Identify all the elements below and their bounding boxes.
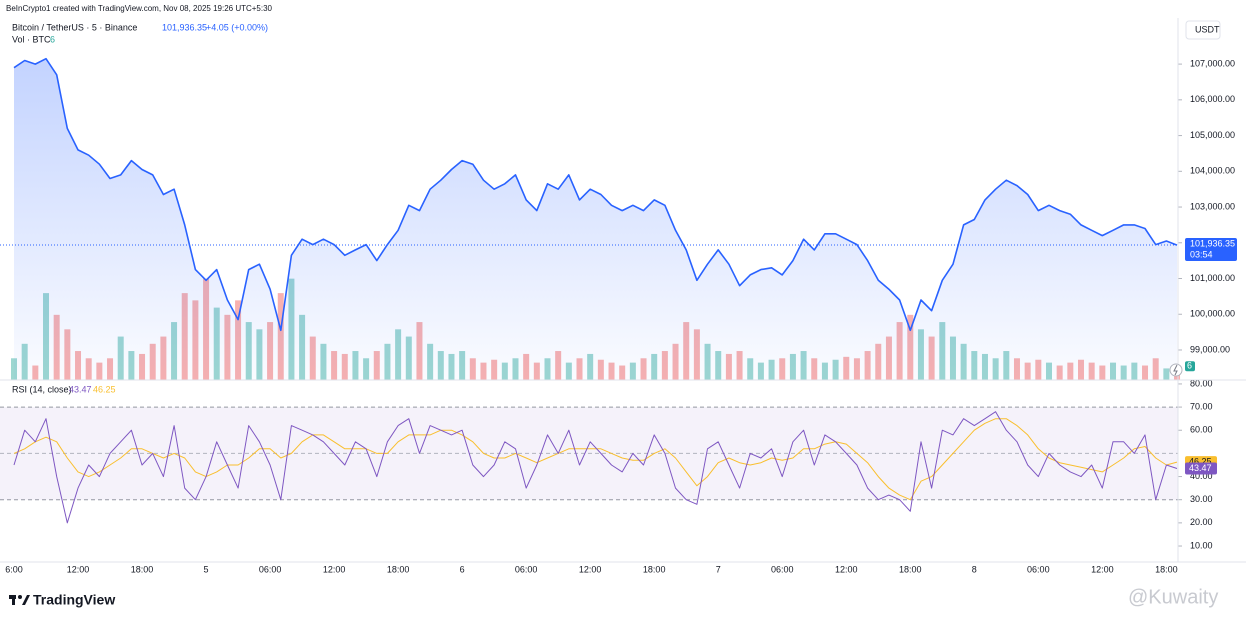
- watermark: @Kuwaity: [1128, 586, 1218, 608]
- brand: TradingView: [33, 592, 115, 608]
- alert-icon: [1169, 363, 1183, 377]
- area-fill: [14, 58, 1178, 380]
- alert-bolt: [1173, 364, 1178, 376]
- y-tick-label: 40.00: [1190, 471, 1213, 481]
- rsi-title: RSI (14, close): [12, 384, 72, 394]
- value-tag: [1185, 462, 1217, 475]
- value-tag-label: 43.47: [1189, 463, 1212, 473]
- x-tick-label: 7: [716, 564, 721, 574]
- currency-box: [1185, 20, 1221, 40]
- x-tick-label: 06:00: [771, 564, 794, 574]
- y-tick-label: 106,000.00: [1190, 94, 1235, 104]
- x-tick-label: 12:00: [1091, 564, 1114, 574]
- currency: USDT: [1195, 24, 1220, 34]
- brand-logo: [9, 595, 30, 605]
- x-tick-label: 06:00: [515, 564, 538, 574]
- y-tick-label: 80.00: [1190, 378, 1213, 388]
- x-tick-label: 18:00: [131, 564, 154, 574]
- logo-part: [18, 595, 22, 599]
- x-tick-label: 5: [204, 564, 209, 574]
- countdown: 03:54: [1190, 249, 1213, 259]
- line: [13, 411, 1178, 524]
- y-tick-label: 100,000.00: [1190, 309, 1235, 319]
- x-tick-label: 12:00: [835, 564, 858, 574]
- x-tick-label: 12:00: [67, 564, 90, 574]
- price-change: +4.05 (+0.00%): [206, 22, 268, 32]
- x-tick-label: 18:00: [643, 564, 666, 574]
- y-tick-label: 10.00: [1190, 540, 1213, 550]
- price-tag-label: 101,936.35: [1190, 238, 1235, 248]
- price-tag: [1185, 238, 1237, 262]
- y-tick-label: 103,000.00: [1190, 201, 1235, 211]
- x-tick-label: 06:00: [259, 564, 282, 574]
- credit: BeInCrypto1 created with TradingView.com…: [6, 4, 273, 13]
- y-tick-label: 101,000.00: [1190, 273, 1235, 283]
- y-tick-label: 70.00: [1190, 401, 1213, 411]
- x-tick-label: 18:00: [899, 564, 922, 574]
- value-tag-label: 46.25: [1189, 456, 1212, 466]
- volume-tag-label: 6: [1187, 361, 1192, 371]
- volume-title: Vol · BTC: [12, 34, 51, 44]
- x-tick-label: 6: [460, 564, 465, 574]
- y-tick-label: 99,000.00: [1190, 344, 1230, 354]
- x-tick-label: 06:00: [1027, 564, 1050, 574]
- rsi-ma-last: 46.25: [93, 384, 116, 394]
- logo-part: [12, 595, 15, 605]
- x-tick-label: 12:00: [579, 564, 602, 574]
- rsi-last: 43.47: [69, 384, 92, 394]
- logo-part: [22, 595, 30, 605]
- line: [13, 418, 1178, 501]
- y-tick-label: 107,000.00: [1190, 58, 1235, 68]
- symbol-title: Bitcoin / TetherUS · 5 · Binance: [12, 22, 137, 32]
- y-tick-label: 60.00: [1190, 425, 1213, 435]
- last-price: 101,936.35: [162, 22, 207, 32]
- line: [13, 57, 1178, 332]
- x-tick-label: 18:00: [1155, 564, 1178, 574]
- volume-tag: [1185, 361, 1195, 372]
- y-tick-label: 105,000.00: [1190, 130, 1235, 140]
- y-tick-label: 20.00: [1190, 517, 1213, 527]
- y-tick-label: 30.00: [1190, 494, 1213, 504]
- x-tick-label: 8: [972, 564, 977, 574]
- volume-last: 6: [50, 34, 55, 44]
- x-tick-label: 6:00: [5, 564, 23, 574]
- x-tick-label: 18:00: [387, 564, 410, 574]
- y-tick-label: 104,000.00: [1190, 166, 1235, 176]
- x-tick-label: 12:00: [323, 564, 346, 574]
